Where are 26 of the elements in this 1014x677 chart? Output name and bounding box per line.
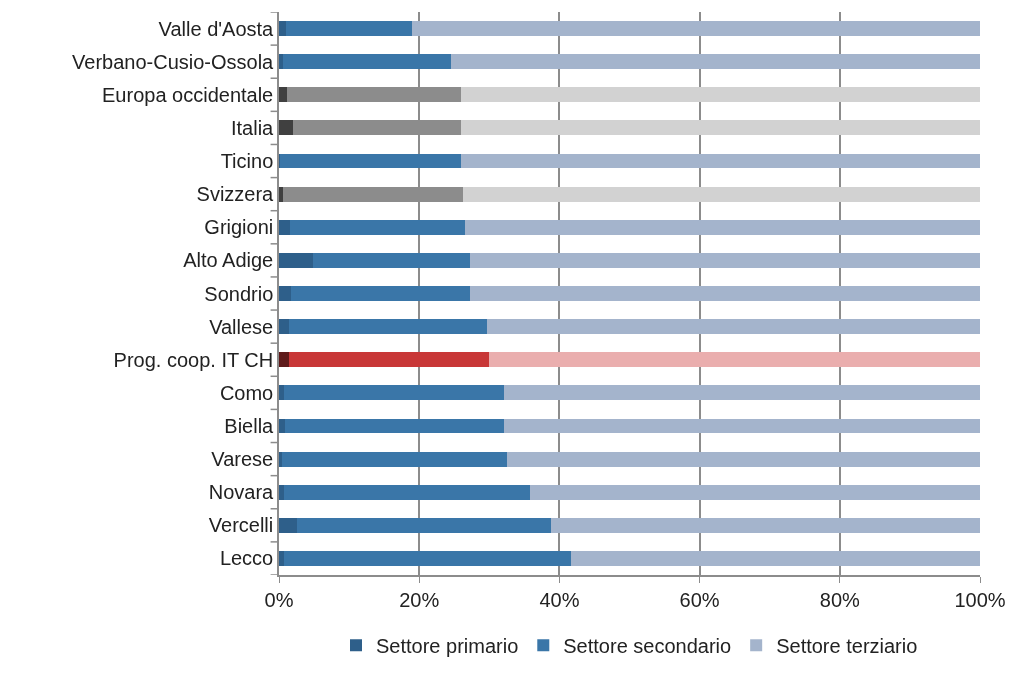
legend-label: Settore terziario	[776, 634, 918, 657]
x-tick-label: 60%	[679, 588, 720, 611]
y-tick-label: Vercelli	[208, 514, 274, 537]
y-tick-label: Como	[219, 381, 274, 404]
y-tick-label: Svizzera	[196, 183, 275, 206]
y-tick-label: Italia	[231, 116, 275, 139]
y-tick-label: Varese	[211, 448, 274, 471]
legend-label: Settore secondario	[563, 634, 732, 657]
y-tick-label: Alto Adige	[183, 249, 274, 272]
y-tick-label: Verbano-Cusio-Ossola	[72, 50, 275, 73]
x-tick-label: 40%	[539, 588, 580, 611]
y-tick-label: Novara	[208, 481, 275, 504]
y-tick-label: Biella	[224, 414, 275, 437]
y-tick-label: Lecco	[219, 547, 274, 570]
y-tick-label: Europa occidentale	[102, 83, 274, 106]
x-tick-label: 20%	[399, 588, 440, 611]
x-tick-label: 80%	[819, 588, 861, 611]
y-tick-label: Ticino	[220, 150, 274, 173]
x-tick-label: 100%	[954, 588, 1006, 611]
x-tick-label: 0%	[264, 588, 294, 611]
y-tick-label: Grigioni	[204, 216, 274, 239]
y-tick-label: Valle d'Aosta	[158, 17, 275, 40]
legend-label: Settore primario	[376, 634, 519, 657]
y-tick-label: Sondrio	[204, 282, 274, 305]
y-tick-label: Vallese	[209, 315, 274, 338]
y-tick-label: Prog. coop. IT CH	[113, 348, 274, 371]
